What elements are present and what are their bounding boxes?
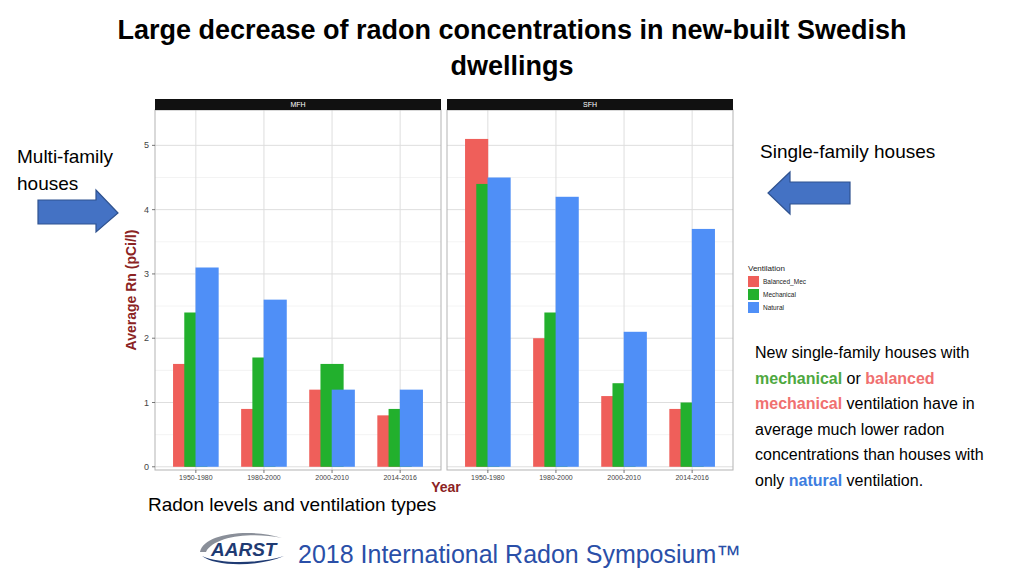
- bar: [400, 390, 423, 467]
- note-text: mechanical: [755, 370, 842, 387]
- panel-background: [447, 110, 733, 470]
- x-tick: [400, 470, 401, 473]
- y-tick: [152, 209, 155, 210]
- logo: AARST: [200, 533, 284, 564]
- note-text: or: [842, 370, 865, 387]
- bar: [556, 197, 579, 467]
- logo-text: AARST: [210, 539, 278, 560]
- x-tick: [487, 470, 488, 473]
- y-tick-label: 0: [144, 462, 149, 472]
- minor-grid-line: [155, 177, 441, 178]
- panel-background: [155, 110, 441, 470]
- bar: [624, 332, 647, 467]
- y-tick: [152, 402, 155, 403]
- annotation: Multi-family houses: [17, 143, 147, 197]
- note-text: New single-family houses with: [755, 344, 969, 361]
- legend-label: Balanced_Mec: [763, 278, 807, 286]
- strip: [447, 99, 733, 110]
- legend-key: [748, 302, 759, 313]
- minor-grid-line: [155, 241, 441, 242]
- legend-label: Mechanical: [763, 291, 796, 298]
- panel-frame: [447, 110, 733, 470]
- note: New single-family houses with mechanical…: [755, 340, 1017, 493]
- slide: {"page": { "title": "Large decrease of r…: [0, 0, 1024, 576]
- y-tick: [152, 338, 155, 339]
- panel-title: MFH: [290, 101, 305, 108]
- panel-frame: [155, 110, 441, 470]
- legend-key: [748, 276, 759, 287]
- y-tick-label: 4: [144, 205, 149, 215]
- grid-line: [155, 209, 441, 210]
- x-tick-label: 1980-2000: [539, 474, 573, 481]
- y-axis-title: Average Rn (pCi/l): [123, 230, 139, 351]
- x-tick-label: 2000-2010: [315, 474, 349, 481]
- legend-title: Ventilation: [748, 264, 785, 273]
- y-tick-label: 3: [144, 269, 149, 279]
- panel: SFH 1950-1980 1980-2000 2000-2010 2014-2016: [447, 99, 733, 481]
- y-tick-label: 5: [144, 140, 149, 150]
- panel: MFH 1950-1980 1980-2000 2000-2010 2014-2016 0…: [144, 99, 441, 481]
- footer: 2018 International Radon Symposium™: [298, 540, 741, 568]
- bar: [488, 178, 511, 467]
- arrow: [768, 172, 850, 214]
- note-text: ventilation.: [842, 472, 923, 489]
- bar: [332, 390, 355, 467]
- legend-label: Natural: [763, 304, 785, 311]
- annotation: Single-family houses: [760, 140, 1020, 164]
- x-tick-label: 2014-2016: [383, 474, 417, 481]
- grid-line: [155, 145, 441, 146]
- x-axis-title: Year: [431, 479, 461, 495]
- y-tick: [152, 145, 155, 146]
- x-tick-label: 1950-1980: [179, 474, 213, 481]
- x-tick: [332, 470, 333, 473]
- chart-canvas: MFH 1950-1980 1980-2000 2000-2010 2014-2016 0…: [0, 0, 1024, 576]
- note-text: natural: [789, 472, 842, 489]
- y-tick: [152, 273, 155, 274]
- y-tick-label: 1: [144, 398, 149, 408]
- arrow: [38, 190, 118, 232]
- x-tick: [692, 470, 693, 473]
- legend-key: [748, 289, 759, 300]
- panel-title: SFH: [583, 101, 597, 108]
- x-tick-label: 1950-1980: [471, 474, 505, 481]
- x-tick-label: 2000-2010: [607, 474, 641, 481]
- bars: [173, 268, 423, 467]
- title: Large decrease of radon concentrations i…: [87, 12, 937, 84]
- strip: [155, 99, 441, 110]
- x-tick: [555, 470, 556, 473]
- x-tick: [624, 470, 625, 473]
- bar: [264, 300, 287, 467]
- x-tick-label: 1980-2000: [247, 474, 281, 481]
- x-tick: [263, 470, 264, 473]
- bar: [196, 268, 219, 467]
- grid-line: [447, 145, 733, 146]
- bar: [692, 229, 715, 467]
- x-tick-label: 2014-2016: [675, 474, 709, 481]
- caption: Radon levels and ventilation types: [148, 494, 436, 516]
- x-tick: [195, 470, 196, 473]
- legend: Ventilation Balanced_Mec Mechanical Natural: [748, 264, 807, 313]
- y-tick-label: 2: [144, 333, 149, 343]
- y-tick: [152, 466, 155, 467]
- bars: [465, 139, 715, 467]
